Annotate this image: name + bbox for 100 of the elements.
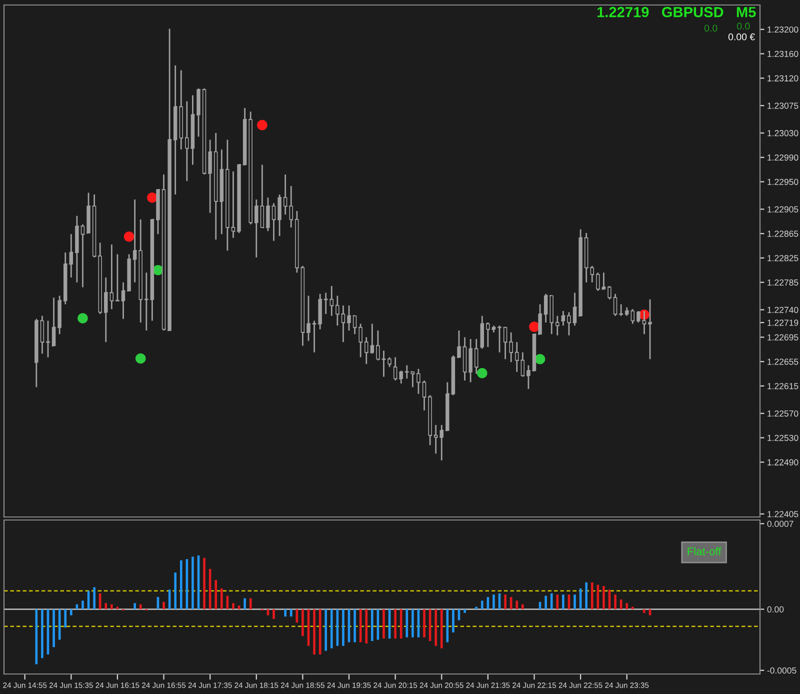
chart-title: 1.22719 GBPUSD M5 (597, 6, 756, 18)
candlestick (98, 242, 102, 315)
candlestick (278, 194, 282, 237)
bar (626, 603, 628, 610)
candlestick (162, 174, 166, 332)
candlestick (283, 174, 288, 216)
bar (614, 594, 616, 610)
annotation: 0.00 € (728, 33, 755, 40)
candlestick (503, 326, 508, 360)
bar (93, 587, 96, 610)
y-tick-label: 1.22785 (768, 279, 798, 286)
candlestick (376, 330, 380, 362)
bar (440, 609, 443, 648)
bar (110, 604, 113, 610)
candlestick (358, 323, 362, 358)
bar (464, 609, 466, 613)
bar (52, 609, 55, 648)
candlestick (341, 304, 346, 343)
bar (590, 582, 594, 610)
candlestick (260, 164, 264, 228)
candlestick (515, 341, 519, 373)
candlestick (237, 164, 241, 234)
y-tick-label: -0.0005 (767, 667, 796, 674)
candlestick (556, 315, 560, 336)
bar (648, 609, 652, 616)
candlestick (578, 228, 582, 317)
bar (134, 603, 136, 610)
candlestick (440, 424, 444, 462)
bar (562, 594, 564, 610)
bar (203, 558, 206, 610)
y-tick-label: 1.22490 (768, 459, 798, 466)
candlestick (336, 295, 340, 326)
y-tick-label: 1.22530 (768, 434, 798, 442)
y-tick-label: 0.0007 (767, 520, 794, 527)
bar (434, 609, 437, 646)
bar (284, 609, 286, 617)
y-tick-label: 1.22990 (768, 154, 798, 161)
candlestick (248, 110, 252, 226)
candlestick (433, 424, 438, 454)
bar (365, 609, 368, 644)
candlestick (526, 364, 530, 390)
annotation: 0.0 (704, 24, 718, 32)
bar (174, 572, 176, 610)
bar (516, 600, 518, 610)
candlestick (462, 336, 467, 382)
candlestick (190, 94, 195, 166)
candlestick (468, 338, 472, 383)
annotation: 0.0 (736, 22, 750, 30)
candlestick (156, 188, 160, 235)
candlestick (185, 100, 189, 182)
candlestick (272, 202, 276, 242)
bar (139, 604, 142, 610)
candlestick (532, 333, 536, 372)
bar (41, 609, 44, 658)
bar (232, 603, 234, 610)
y-tick-label: 1.22405 (768, 511, 798, 518)
candlestick (457, 330, 461, 358)
y-tick-label: 1.23030 (768, 130, 798, 136)
candlestick (34, 318, 38, 388)
candlestick (92, 194, 96, 258)
candlestick (295, 210, 299, 274)
bar (643, 609, 646, 613)
candlestick (561, 310, 566, 326)
bar (400, 609, 402, 639)
candlestick (544, 293, 548, 324)
candlestick (393, 356, 398, 382)
annotation: Flat-off (688, 547, 722, 556)
y-tick-label: 1.22740 (768, 306, 798, 314)
bar (406, 609, 408, 638)
candlestick (486, 322, 490, 348)
candlestick (446, 382, 450, 432)
candlestick (75, 215, 79, 284)
candlestick (416, 368, 420, 395)
bar (324, 609, 328, 651)
candlestick (550, 295, 554, 335)
candlestick (52, 296, 56, 346)
candlestick (636, 310, 640, 324)
candlestick (613, 293, 618, 317)
bar (382, 609, 385, 639)
candlestick (520, 352, 525, 378)
bar (556, 594, 559, 610)
bar (214, 580, 218, 610)
candlestick (40, 315, 44, 354)
bar (550, 593, 553, 610)
bar (244, 598, 246, 610)
y-tick-label: 1.22615 (768, 383, 798, 390)
candlestick (422, 380, 426, 412)
bar (342, 609, 344, 646)
bar (82, 600, 84, 610)
bar (522, 604, 524, 610)
candlestick (388, 356, 392, 368)
bar (452, 609, 454, 632)
candlestick (121, 282, 126, 320)
candlestick (226, 139, 230, 252)
candlestick (601, 272, 606, 290)
candlestick (300, 265, 305, 346)
bar (394, 609, 396, 639)
bar (296, 609, 298, 623)
bar (313, 609, 316, 654)
candlestick (80, 224, 85, 288)
